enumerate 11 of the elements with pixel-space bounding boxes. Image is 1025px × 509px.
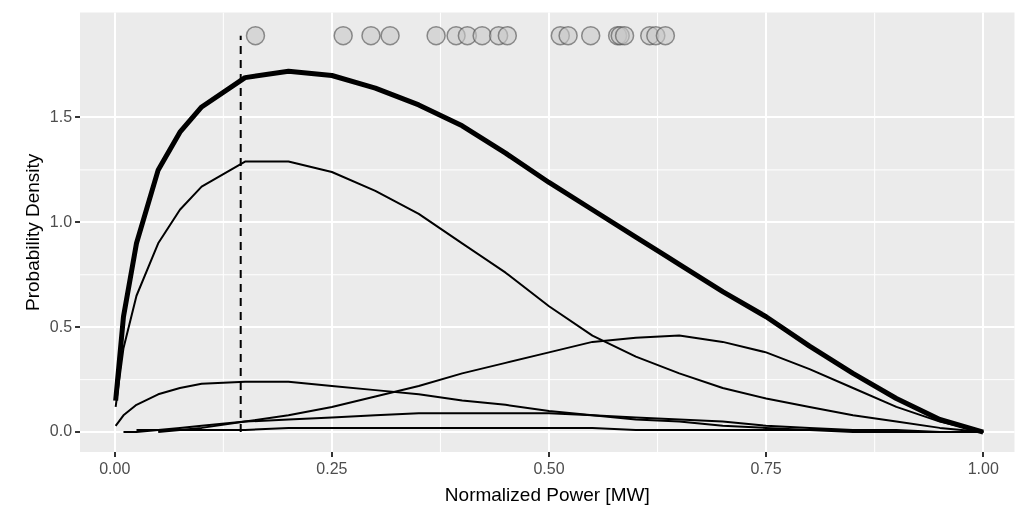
y-tick-label: 0.5: [49, 317, 73, 335]
y-tick-label: 1.5: [49, 107, 73, 125]
x-tick-label: 0.25: [316, 460, 348, 478]
y-axis-title: Probability Density: [21, 153, 43, 311]
y-tick-label: 0.0: [49, 422, 73, 440]
x-tick-label: 0.00: [99, 460, 131, 478]
x-axis-title: Normalized Power [MW]: [444, 483, 650, 505]
x-tick-label: 0.50: [533, 460, 565, 478]
x-tick-label: 0.75: [750, 460, 782, 478]
x-tick-label: 1.00: [967, 460, 999, 478]
y-tick-label: 1.0: [49, 212, 73, 230]
